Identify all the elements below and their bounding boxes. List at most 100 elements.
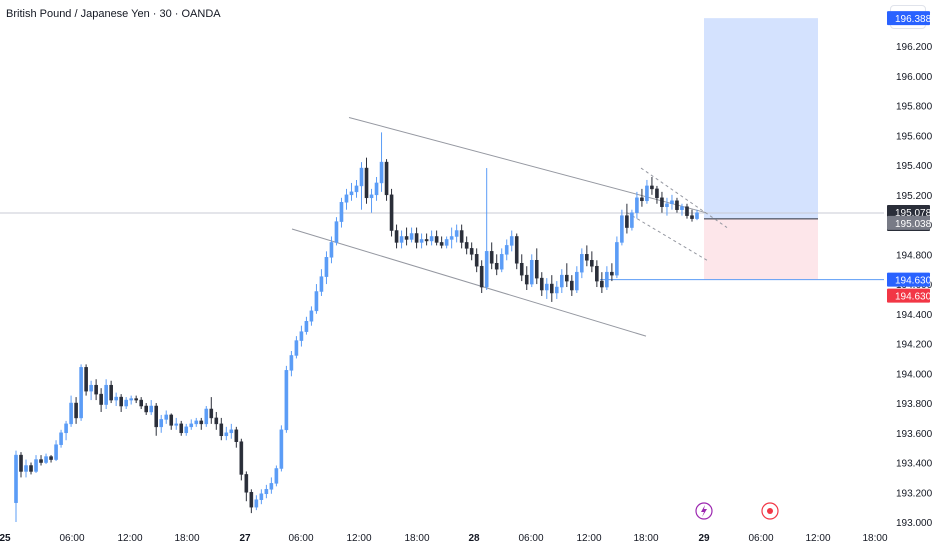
candle[interactable] xyxy=(44,453,48,465)
candle[interactable] xyxy=(369,188,374,213)
candle[interactable] xyxy=(509,230,514,252)
candle[interactable] xyxy=(665,197,669,216)
candle[interactable] xyxy=(464,236,469,255)
candle[interactable] xyxy=(570,275,574,296)
candle[interactable] xyxy=(14,450,18,523)
candle[interactable] xyxy=(575,266,579,293)
record-icon[interactable] xyxy=(761,502,779,520)
candle[interactable] xyxy=(249,489,254,514)
candle[interactable] xyxy=(224,426,229,441)
candle[interactable] xyxy=(349,182,354,201)
candle[interactable] xyxy=(264,484,269,499)
candle[interactable] xyxy=(655,185,659,204)
candle[interactable] xyxy=(64,420,68,441)
candle[interactable] xyxy=(434,230,439,246)
candle[interactable] xyxy=(585,245,589,267)
candle[interactable] xyxy=(504,239,509,261)
candle[interactable] xyxy=(99,388,103,412)
candle[interactable] xyxy=(449,227,454,249)
candle[interactable] xyxy=(419,233,424,249)
lightning-icon[interactable] xyxy=(695,502,713,520)
candle[interactable] xyxy=(174,417,179,430)
candle[interactable] xyxy=(219,417,224,441)
candle[interactable] xyxy=(690,209,694,222)
candle[interactable] xyxy=(565,263,569,288)
candle[interactable] xyxy=(104,379,108,409)
candle[interactable] xyxy=(124,397,128,409)
candle[interactable] xyxy=(269,477,274,494)
candle[interactable] xyxy=(685,203,689,219)
candle[interactable] xyxy=(554,281,559,299)
candle[interactable] xyxy=(630,209,634,231)
candle[interactable] xyxy=(329,236,334,264)
candle[interactable] xyxy=(650,176,654,195)
candle[interactable] xyxy=(19,452,23,478)
candle[interactable] xyxy=(74,397,78,424)
candle[interactable] xyxy=(154,403,159,436)
candle[interactable] xyxy=(184,423,189,436)
candle[interactable] xyxy=(69,395,73,427)
candle[interactable] xyxy=(660,191,664,213)
candle[interactable] xyxy=(229,423,234,439)
candle[interactable] xyxy=(29,462,33,475)
candle[interactable] xyxy=(239,438,244,481)
candle[interactable] xyxy=(680,203,684,216)
candle[interactable] xyxy=(590,251,594,273)
candle[interactable] xyxy=(359,162,364,210)
candle[interactable] xyxy=(339,197,344,228)
candle[interactable] xyxy=(299,325,304,347)
candle[interactable] xyxy=(344,188,349,210)
candle[interactable] xyxy=(600,272,604,293)
candle[interactable] xyxy=(469,242,474,261)
candle[interactable] xyxy=(524,266,529,291)
candle[interactable] xyxy=(59,429,63,448)
candle[interactable] xyxy=(374,176,379,201)
candle[interactable] xyxy=(514,233,519,270)
candle[interactable] xyxy=(635,191,639,219)
candle[interactable] xyxy=(559,269,564,293)
candle[interactable] xyxy=(354,179,359,198)
candle[interactable] xyxy=(54,440,58,462)
candle[interactable] xyxy=(314,284,319,314)
candle[interactable] xyxy=(209,397,214,424)
candle[interactable] xyxy=(169,413,174,430)
candle[interactable] xyxy=(605,266,609,291)
candle[interactable] xyxy=(309,306,314,326)
candle[interactable] xyxy=(324,251,329,285)
candle[interactable] xyxy=(139,397,143,409)
candle[interactable] xyxy=(144,403,148,415)
candle[interactable] xyxy=(615,236,619,279)
candle[interactable] xyxy=(79,364,83,421)
candle[interactable] xyxy=(534,248,539,285)
candle[interactable] xyxy=(399,230,404,249)
candle[interactable] xyxy=(384,159,389,201)
candle[interactable] xyxy=(164,410,169,424)
candle[interactable] xyxy=(519,254,524,282)
candle[interactable] xyxy=(580,248,584,279)
candle[interactable] xyxy=(214,411,219,430)
candle[interactable] xyxy=(409,227,414,243)
candle[interactable] xyxy=(479,260,484,293)
candle[interactable] xyxy=(414,227,419,249)
stop-zone[interactable] xyxy=(704,218,818,280)
candle[interactable] xyxy=(625,203,629,234)
candle[interactable] xyxy=(159,414,164,433)
target-zone[interactable] xyxy=(704,18,818,219)
candle[interactable] xyxy=(364,157,369,204)
candle[interactable] xyxy=(179,420,184,436)
candle[interactable] xyxy=(94,379,98,401)
candle[interactable] xyxy=(334,217,339,246)
candle[interactable] xyxy=(109,380,113,404)
candle[interactable] xyxy=(620,209,624,246)
channel-lower-line[interactable] xyxy=(291,228,647,337)
candle[interactable] xyxy=(489,242,494,270)
candle[interactable] xyxy=(189,419,194,430)
candle[interactable] xyxy=(484,168,489,291)
candle[interactable] xyxy=(289,350,294,377)
candle[interactable] xyxy=(119,394,123,412)
candle[interactable] xyxy=(304,316,309,335)
candle[interactable] xyxy=(204,406,209,427)
candle[interactable] xyxy=(389,188,394,237)
candle[interactable] xyxy=(610,263,614,282)
candle[interactable] xyxy=(544,278,549,299)
